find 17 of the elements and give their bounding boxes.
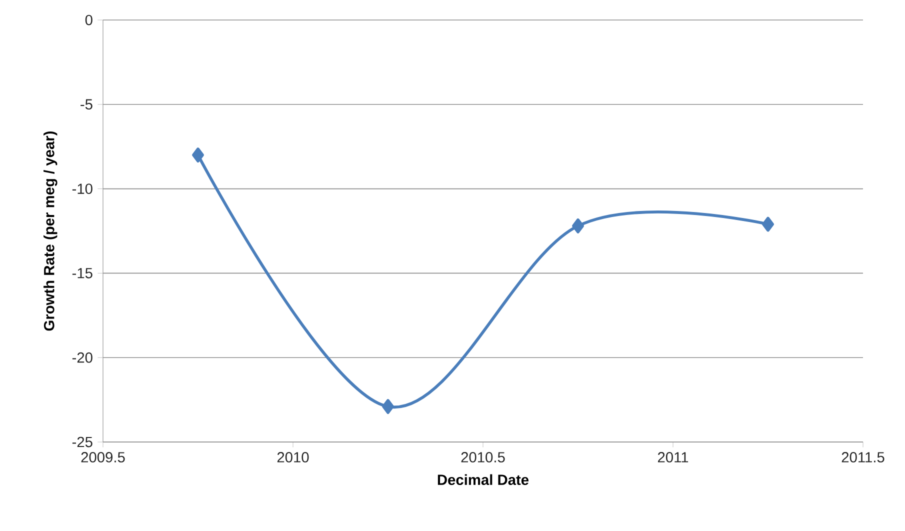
x-tick-label: 2011.5	[842, 452, 884, 462]
x-tick-label: 2010.5	[461, 452, 505, 462]
point	[382, 399, 394, 414]
x-tick-label: 2009.5	[81, 452, 125, 462]
x-axis-title: Decimal Date	[438, 474, 529, 486]
y-tick-label: -15	[72, 268, 92, 278]
point	[572, 218, 584, 234]
y-tick-label: -25	[72, 436, 92, 448]
y-tick-label: 0	[85, 14, 92, 26]
point	[192, 148, 204, 163]
point	[762, 216, 774, 232]
y-axis-title: Growth Rate (per meg / year)	[44, 131, 58, 331]
y-tick-label: -5	[80, 99, 92, 110]
x-tick-label: 2010	[277, 452, 309, 462]
x-tick-label: 2011	[658, 452, 688, 462]
y-tick-label: -10	[72, 184, 92, 194]
y-tick-label: -20	[72, 352, 92, 363]
